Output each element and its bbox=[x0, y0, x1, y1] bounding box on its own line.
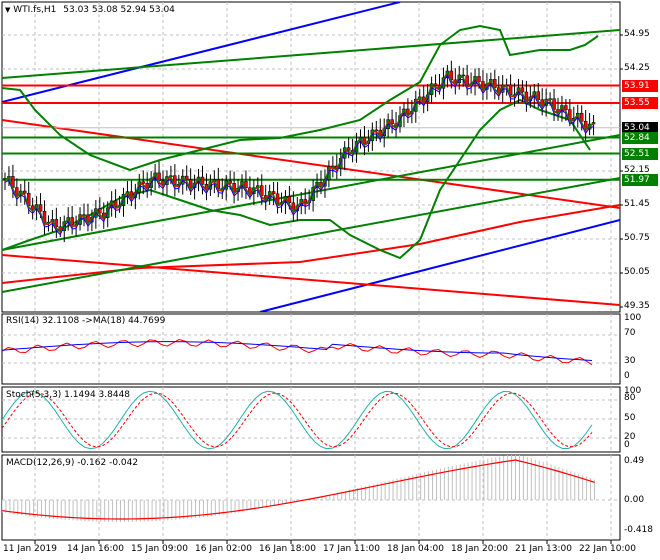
time-tick: 21 Jan 13:00 bbox=[515, 544, 572, 554]
macd-pane[interactable] bbox=[1, 454, 621, 541]
rsi-tick: 0 bbox=[624, 371, 630, 381]
triangle-down-icon[interactable]: ▼ bbox=[5, 6, 11, 14]
time-tick: 16 Jan 18:00 bbox=[259, 544, 316, 554]
stoch-tick: 80 bbox=[624, 393, 636, 403]
price-tick: 52.15 bbox=[624, 165, 650, 175]
price-plot bbox=[2, 2, 620, 312]
macd-tick: -0.418 bbox=[624, 525, 654, 535]
price-tick: 49.35 bbox=[624, 301, 650, 311]
price-tick: 51.45 bbox=[624, 199, 650, 209]
time-tick: 18 Jan 20:00 bbox=[451, 544, 508, 554]
rsi-tick: 30 bbox=[624, 356, 636, 366]
macd-label: MACD(12,26,9) -0.162 -0.042 bbox=[6, 458, 139, 468]
macd-plot bbox=[2, 455, 595, 522]
rsi-pane[interactable] bbox=[1, 313, 621, 385]
stoch-label: Stoch(5,3,3) 1.1494 3.8448 bbox=[6, 390, 131, 400]
time-tick: 15 Jan 09:00 bbox=[131, 544, 188, 554]
symbol-label: WTI.fs,H1 bbox=[13, 5, 57, 15]
level-tag-53-55: 53.55 bbox=[622, 97, 658, 109]
time-tick: 22 Jan 10:00 bbox=[579, 544, 636, 554]
price-tick: 50.75 bbox=[624, 233, 650, 243]
rsi-tick: 100 bbox=[624, 313, 642, 323]
ohlc-values: 53.03 53.08 52.94 53.04 bbox=[63, 5, 175, 15]
level-tag-52-84: 52.84 bbox=[622, 132, 658, 144]
time-tick: 11 Jan 2019 bbox=[3, 544, 57, 554]
stoch-tick: 20 bbox=[624, 432, 636, 442]
rsi-plot bbox=[2, 339, 593, 366]
stoch-tick: 0 bbox=[624, 440, 630, 450]
stoch-tick: 100 bbox=[624, 386, 642, 396]
time-tick: 14 Jan 16:00 bbox=[67, 544, 124, 554]
chart-header: ▼ WTI.fs,H1 53.03 53.08 52.94 53.04 bbox=[5, 5, 175, 15]
stoch-tick: 50 bbox=[624, 413, 636, 423]
level-tag-53-91: 53.91 bbox=[622, 80, 658, 92]
axis-ticks bbox=[34, 34, 623, 544]
price-tick: 54.95 bbox=[624, 29, 650, 39]
level-tag-51-97: 51.97 bbox=[622, 174, 658, 186]
time-tick: 16 Jan 02:00 bbox=[195, 544, 252, 554]
time-tick: 17 Jan 11:00 bbox=[323, 544, 380, 554]
rsi-label: RSI(14) 32.1108 ->MA(18) 44.7699 bbox=[6, 316, 166, 326]
stoch-plot bbox=[2, 390, 593, 450]
level-tag-52-51: 52.51 bbox=[622, 148, 658, 160]
macd-tick: 0.49 bbox=[624, 456, 645, 466]
rsi-tick: 70 bbox=[624, 328, 636, 338]
current-price-tag: 53.04 bbox=[622, 122, 658, 134]
price-tick: 54.25 bbox=[624, 63, 650, 73]
macd-tick: 0.00 bbox=[624, 495, 645, 505]
time-tick: 18 Jan 04:00 bbox=[387, 544, 444, 554]
price-tick: 50.05 bbox=[624, 267, 650, 277]
